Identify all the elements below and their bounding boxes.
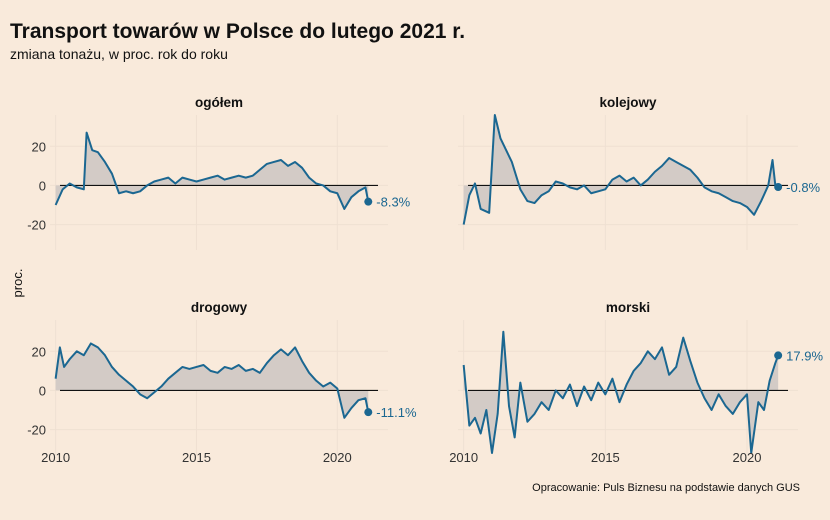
y-tick-label: 0 [39, 178, 46, 193]
y-tick-label: -20 [27, 218, 46, 233]
end-label: -11.1% [376, 405, 417, 420]
x-tick-label: 2010 [449, 450, 478, 465]
panel-0: -8.3% ogółem -20 0 20 [27, 95, 411, 250]
series-line [462, 114, 779, 225]
end-label: -8.3% [376, 195, 410, 210]
panel-title: drogowy [191, 300, 248, 315]
y-tick-label: 20 [32, 344, 46, 359]
x-tick-label: 2020 [733, 450, 762, 465]
panel-title: ogółem [195, 95, 243, 110]
end-point [774, 351, 783, 360]
chart-title: Transport towarów w Polsce do lutego 202… [10, 20, 466, 43]
panel-title: morski [606, 300, 650, 315]
y-tick-label: 0 [39, 383, 46, 398]
end-point [364, 197, 373, 206]
panel-2: -11.1% drogowy -20 0 20 2010 2015 2020 [27, 300, 417, 465]
series-line [54, 342, 370, 419]
x-tick-label: 2010 [41, 450, 70, 465]
area-fill [463, 115, 779, 225]
x-tick-label: 2015 [182, 450, 211, 465]
end-label: 17.9% [786, 348, 823, 363]
area-fill [55, 343, 369, 418]
y-tick-label: -20 [27, 423, 46, 438]
panel-3: 17.9% morski 2010 2015 2020 [449, 300, 823, 465]
x-tick-label: 2020 [323, 450, 352, 465]
panel-1: -0.8% kolejowy [458, 95, 821, 250]
small-multiples: -8.3% ogółem -20 0 20 -0.8% kolejowy -11.1% drog… [27, 95, 823, 465]
series-line [54, 131, 370, 210]
end-label: -0.8% [786, 180, 820, 195]
area-fill [463, 331, 779, 454]
panel-title: kolejowy [599, 95, 657, 110]
series-line [462, 330, 780, 455]
end-point [364, 408, 373, 417]
end-point [774, 183, 783, 191]
source-caption: Opracowanie: Puls Biznesu na podstawie d… [532, 482, 800, 494]
chart-subtitle: zmiana tonażu, w proc. rok do roku [10, 46, 228, 62]
area-fill [55, 132, 369, 209]
y-tick-label: 20 [32, 139, 46, 154]
x-tick-label: 2015 [591, 450, 620, 465]
y-axis-label: proc. [10, 269, 25, 298]
